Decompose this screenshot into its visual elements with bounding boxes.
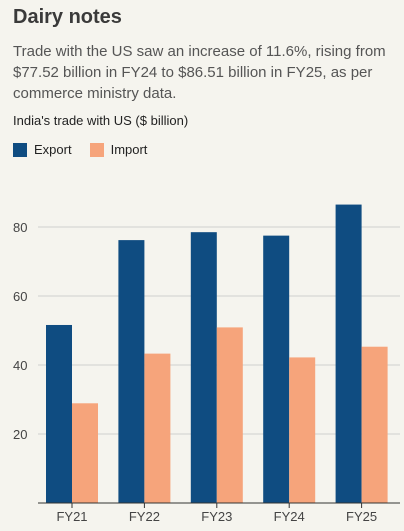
legend-label-export: Export [34,142,72,157]
legend-item-import: Import [89,142,148,157]
y-tick-label: 40 [13,358,27,373]
bar-import-fy24 [289,357,316,503]
bar-export-fy22 [118,240,145,504]
chart-caption: India's trade with US ($ billion) [13,113,189,128]
legend-item-export: Export [13,142,72,157]
bar-export-fy23 [190,232,217,504]
y-tick-label: 20 [13,427,27,442]
legend-swatch-import [89,142,104,157]
x-tick-label: FY22 [129,509,160,524]
bar-export-fy25 [335,204,362,503]
bar-import-fy23 [216,327,243,503]
bar-export-fy21 [46,324,72,503]
y-tick-label: 80 [13,220,27,235]
chart-subtitle: Trade with the US saw an increase of 11.… [13,43,386,102]
legend: Export Import [13,142,165,157]
bar-import-fy25 [361,346,388,503]
bar-import-fy21 [72,403,98,503]
x-tick-label: FY21 [56,509,87,524]
y-tick-label: 60 [13,289,27,304]
x-tick-label: FY23 [201,509,232,524]
x-tick-label: FY25 [346,509,377,524]
chart-title: Dairy notes [13,6,122,28]
x-tick-label: FY24 [274,509,305,524]
legend-label-import: Import [110,142,148,157]
legend-swatch-export [13,142,27,157]
bar-export-fy24 [263,235,290,503]
bar-import-fy22 [144,353,171,503]
